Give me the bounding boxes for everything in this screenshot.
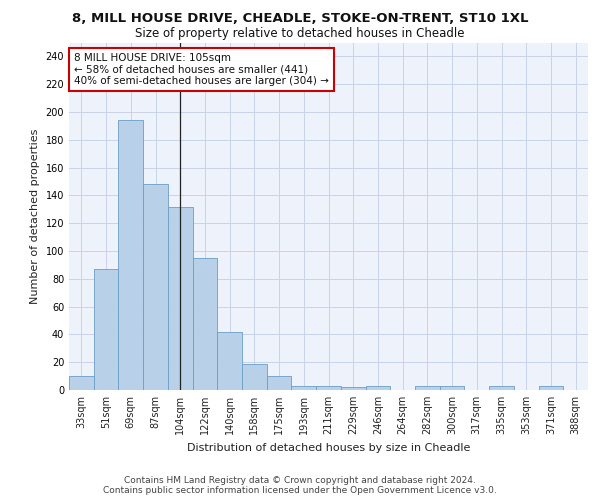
Bar <box>539 386 563 390</box>
Bar <box>94 269 118 390</box>
Bar <box>316 386 341 390</box>
Y-axis label: Number of detached properties: Number of detached properties <box>30 128 40 304</box>
Text: 8, MILL HOUSE DRIVE, CHEADLE, STOKE-ON-TRENT, ST10 1XL: 8, MILL HOUSE DRIVE, CHEADLE, STOKE-ON-T… <box>72 12 528 26</box>
Bar <box>292 386 316 390</box>
Bar <box>365 386 390 390</box>
Bar <box>415 386 440 390</box>
Bar <box>440 386 464 390</box>
Bar <box>69 376 94 390</box>
Bar <box>193 258 217 390</box>
Bar <box>168 206 193 390</box>
Bar <box>341 387 365 390</box>
Bar <box>267 376 292 390</box>
Bar <box>242 364 267 390</box>
Bar <box>217 332 242 390</box>
Bar <box>489 386 514 390</box>
Bar <box>118 120 143 390</box>
X-axis label: Distribution of detached houses by size in Cheadle: Distribution of detached houses by size … <box>187 442 470 452</box>
Bar <box>143 184 168 390</box>
Text: Contains HM Land Registry data © Crown copyright and database right 2024.
Contai: Contains HM Land Registry data © Crown c… <box>103 476 497 495</box>
Text: 8 MILL HOUSE DRIVE: 105sqm
← 58% of detached houses are smaller (441)
40% of sem: 8 MILL HOUSE DRIVE: 105sqm ← 58% of deta… <box>74 53 329 86</box>
Text: Size of property relative to detached houses in Cheadle: Size of property relative to detached ho… <box>135 28 465 40</box>
